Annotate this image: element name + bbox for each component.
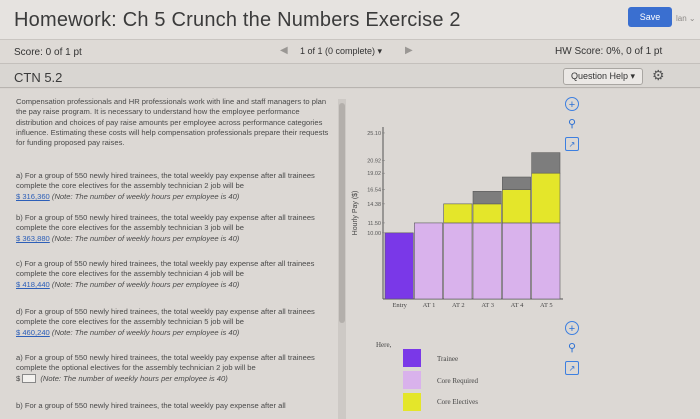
bar-segment — [472, 222, 502, 300]
question-bar: CTN 5.2 Question Help ▾ ⚙ — [0, 64, 700, 88]
user-menu[interactable]: lan ⌄ — [676, 14, 696, 23]
y-axis-label: Hourly Pay ($) — [352, 191, 359, 236]
legend-label-core-electives: Core Electives — [437, 398, 479, 406]
answer-input[interactable] — [22, 374, 37, 384]
problem-intro: Compensation professionals and HR profes… — [16, 97, 329, 148]
open-window-icon[interactable]: ↗ — [565, 137, 579, 151]
zoom-in-icon[interactable]: + — [565, 97, 579, 111]
bar-segment — [472, 203, 502, 224]
part-b: b) For a group of 550 newly hired traine… — [16, 213, 315, 243]
part-e: a) For a group of 550 newly hired traine… — [16, 353, 315, 384]
y-tick-label: 20.92 — [367, 159, 381, 165]
legend-zoom-in-icon[interactable]: + — [565, 321, 579, 335]
bar-segment — [502, 176, 531, 190]
scrollbar-thumb[interactable] — [339, 103, 345, 323]
y-tick-label: 11.50 — [368, 221, 381, 227]
gear-icon[interactable]: ⚙ — [652, 67, 665, 83]
x-tick-label: AT 5 — [540, 302, 553, 309]
question-id: CTN 5.2 — [14, 70, 63, 85]
bar-segment — [443, 203, 473, 224]
legend-open-window-icon[interactable]: ↗ — [565, 361, 579, 375]
x-tick-label: AT 4 — [511, 302, 524, 309]
zoom-out-icon[interactable]: ⚲ — [567, 118, 577, 130]
page-title: Homework: Ch 5 Crunch the Numbers Exerci… — [14, 9, 461, 31]
question-help-button[interactable]: Question Help ▾ — [563, 68, 643, 85]
legend-label-core-required: Core Required — [437, 377, 479, 385]
save-button[interactable]: Save — [628, 7, 672, 27]
score-bar: Score: 0 of 1 pt ◀ 1 of 1 (0 complete) ▾… — [0, 40, 700, 64]
problem-pane: Compensation professionals and HR profes… — [0, 89, 345, 419]
x-tick-label: Entry — [392, 302, 407, 309]
legend-swatch-core-required — [403, 371, 421, 389]
figure-pane: Hourly Pay ($) 25.10 20.92 19.02 16.54 14.38 1… — [347, 89, 700, 419]
prev-question-icon[interactable]: ◀ — [280, 45, 288, 56]
answer-b[interactable]: $ 363,880 — [16, 233, 50, 243]
bar-segment — [472, 191, 502, 205]
bar-segment — [502, 189, 531, 224]
bar-segment — [531, 222, 561, 300]
y-tick-label: 25.10 — [367, 131, 381, 137]
legend-swatch-core-electives — [403, 393, 421, 411]
bar-segment — [414, 222, 443, 300]
answer-d[interactable]: $ 460,240 — [16, 327, 50, 337]
x-tick-label: AT 3 — [481, 302, 494, 309]
legend-zoom-out-icon[interactable]: ⚲ — [567, 342, 577, 354]
bar-segment — [502, 222, 531, 300]
bar-segment — [531, 152, 561, 174]
y-tick-label: 16.54 — [367, 188, 381, 194]
answer-a[interactable]: $ 316,360 — [16, 191, 50, 201]
question-navigator[interactable]: 1 of 1 (0 complete) ▾ — [300, 46, 383, 56]
part-d: d) For a group of 550 newly hired traine… — [16, 307, 315, 337]
answer-c[interactable]: $ 418,440 — [16, 279, 50, 289]
bar-segment — [443, 222, 473, 300]
score-label: Score: 0 of 1 pt — [14, 47, 82, 58]
legend-label-trainee: Trainee — [437, 355, 459, 363]
next-question-icon[interactable]: ▶ — [405, 45, 413, 56]
part-f: b) For a group of 550 newly hired traine… — [16, 401, 286, 410]
y-tick-label: 19.02 — [367, 171, 381, 177]
bar-segment — [531, 172, 561, 224]
pay-structure-chart: Hourly Pay ($) 25.10 20.92 19.02 16.54 14.38 1… — [352, 127, 563, 309]
y-tick-label: 10.00 — [367, 231, 381, 237]
top-bar: Homework: Ch 5 Crunch the Numbers Exerci… — [0, 0, 700, 40]
bar-segment — [384, 232, 414, 300]
y-tick-label: 14.38 — [367, 202, 381, 208]
question-content: Compensation professionals and HR profes… — [0, 89, 700, 419]
part-a: a) For a group of 550 newly hired traine… — [16, 171, 315, 201]
x-tick-label: AT 1 — [423, 302, 436, 309]
hw-score-label: HW Score: 0%, 0 of 1 pt — [555, 46, 663, 57]
x-tick-label: AT 2 — [452, 302, 465, 309]
legend-swatch-trainee — [403, 349, 421, 367]
part-c: c) For a group of 550 newly hired traine… — [16, 259, 315, 289]
legend-header: Here, — [376, 341, 392, 349]
